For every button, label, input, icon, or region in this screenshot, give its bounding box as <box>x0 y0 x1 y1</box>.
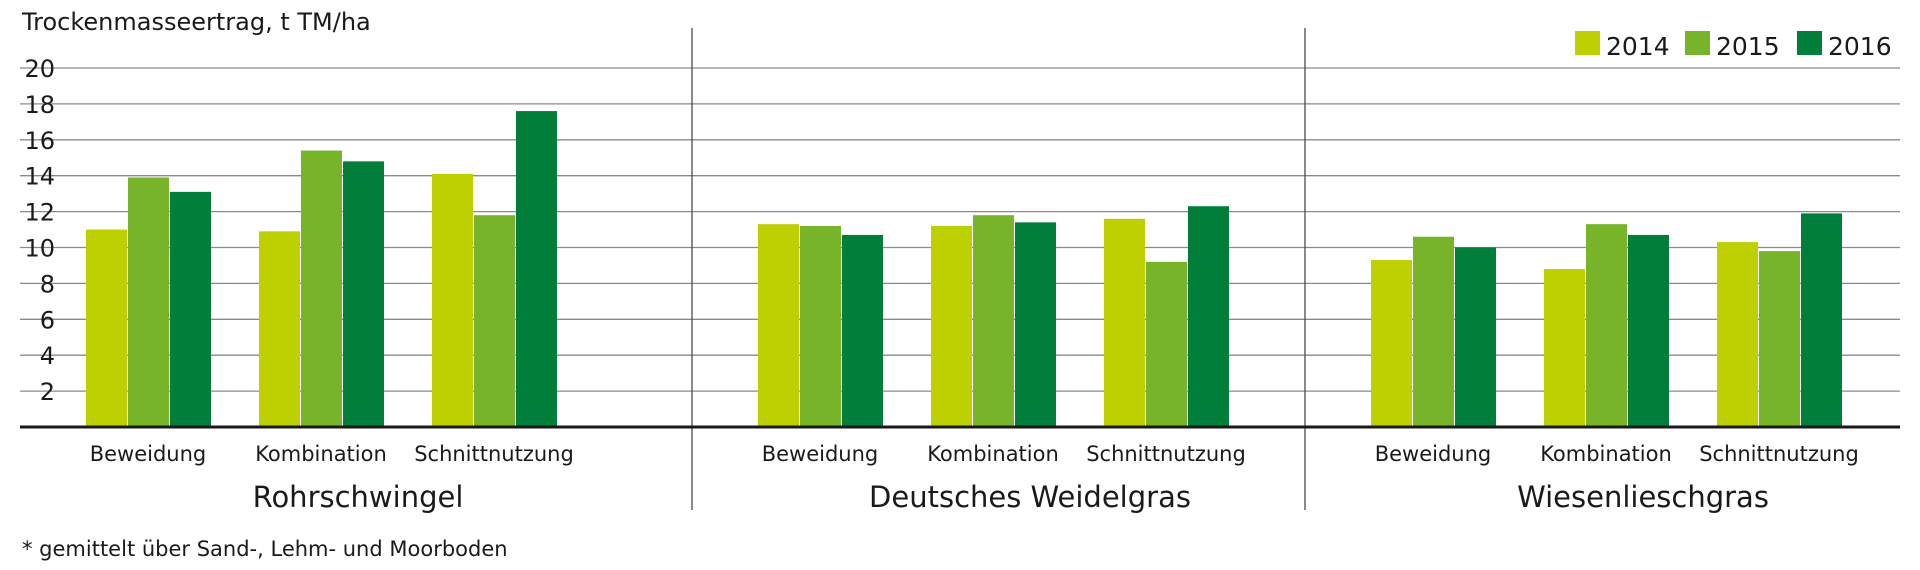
bar-2016 <box>1015 222 1056 427</box>
bar-2014 <box>1544 269 1585 427</box>
bar-2015 <box>1586 224 1627 427</box>
category-label: Kombination <box>255 442 387 466</box>
legend-swatch-2014 <box>1575 31 1600 55</box>
bar-2014 <box>1104 218 1145 427</box>
legend: 2014 2015 2016 <box>1575 31 1892 61</box>
y-tick-label: 8 <box>40 270 55 298</box>
bar-2014 <box>1371 260 1412 427</box>
footnote: * gemittelt über Sand-, Lehm- und Moorbo… <box>22 537 508 561</box>
legend-swatch-2016 <box>1797 31 1822 55</box>
y-tick-label: 2 <box>40 378 55 406</box>
y-tick-label: 6 <box>40 306 55 334</box>
bar-2016 <box>1455 247 1496 427</box>
bar-2014 <box>931 225 972 427</box>
bar-2014 <box>86 229 127 427</box>
legend-label-2015: 2015 <box>1716 32 1780 61</box>
category-label: Beweidung <box>90 442 207 466</box>
bar-2015 <box>800 225 841 427</box>
bar-2015 <box>128 177 169 427</box>
category-label: Kombination <box>927 442 1059 466</box>
group-label: Deutsches Weidelgras <box>869 480 1191 514</box>
bar-2016 <box>1628 234 1669 427</box>
bars <box>86 111 1842 427</box>
bar-2016 <box>1188 206 1229 427</box>
category-labels: Beweidung Kombination Schnittnutzung Beweid… <box>90 442 1859 466</box>
y-tick-label: 18 <box>24 91 55 119</box>
y-tick-label: 4 <box>40 342 55 370</box>
y-tick-label: 10 <box>24 235 55 263</box>
bar-2016 <box>842 234 883 427</box>
bar-2015 <box>973 215 1014 427</box>
bar-2015 <box>301 150 342 427</box>
category-label: Beweidung <box>1375 442 1492 466</box>
bar-2016 <box>343 161 384 427</box>
bar-2016 <box>516 111 557 427</box>
y-axis-title: Trockenmasseertrag, t TM/ha <box>21 8 371 36</box>
y-axis-ticks: 2 4 6 8 10 12 14 16 18 20 <box>24 55 55 406</box>
y-tick-label: 14 <box>24 163 55 191</box>
bar-2015 <box>1146 261 1187 427</box>
category-label: Kombination <box>1540 442 1672 466</box>
group-label: Wiesenlieschgras <box>1517 480 1769 514</box>
y-tick-label: 16 <box>24 127 55 155</box>
group-dividers <box>691 28 1306 510</box>
group-label: Rohrschwingel <box>253 480 464 514</box>
bar-2015 <box>1759 251 1800 427</box>
group-labels: Rohrschwingel Deutsches Weidelgras Wiesenl… <box>253 480 1769 514</box>
legend-label-2014: 2014 <box>1606 32 1670 61</box>
bar-2014 <box>259 231 300 427</box>
category-label: Schnittnutzung <box>414 442 574 466</box>
legend-label-2016: 2016 <box>1828 32 1892 61</box>
y-tick-label: 12 <box>24 199 55 227</box>
bar-2014 <box>758 224 799 427</box>
bar-2014 <box>432 173 473 427</box>
bar-2016 <box>1801 213 1842 427</box>
bar-2015 <box>1413 236 1454 427</box>
category-label: Schnittnutzung <box>1086 442 1246 466</box>
bar-2015 <box>474 215 515 427</box>
category-label: Schnittnutzung <box>1699 442 1859 466</box>
bar-2014 <box>1717 242 1758 427</box>
category-label: Beweidung <box>762 442 879 466</box>
bar-2016 <box>170 191 211 427</box>
legend-swatch-2015 <box>1685 31 1710 55</box>
y-tick-label: 20 <box>24 55 55 83</box>
